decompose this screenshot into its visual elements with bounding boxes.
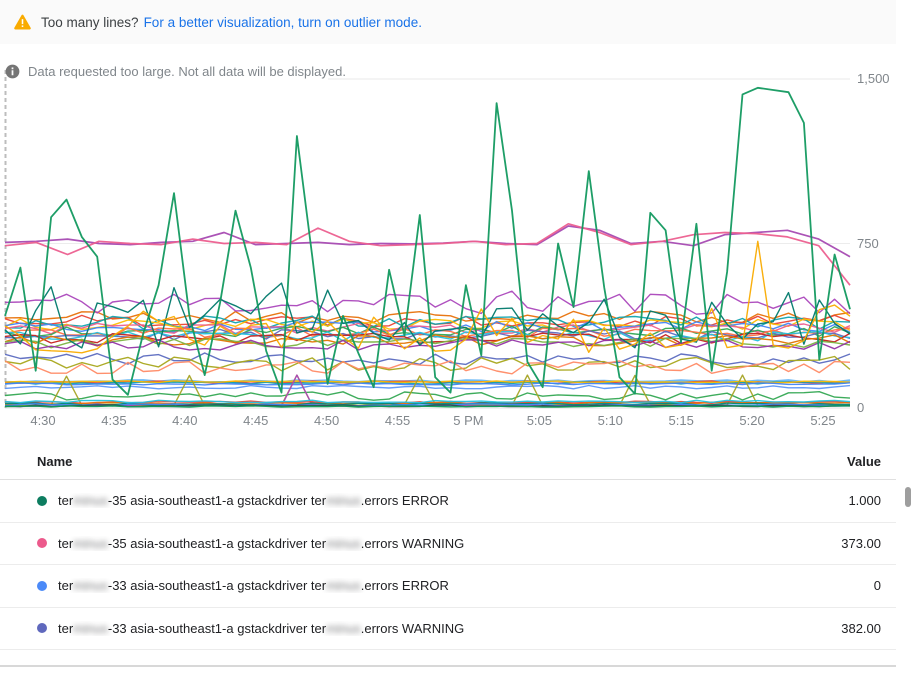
warning-icon [14,14,31,30]
legend-row[interactable]: terminus-35 asia-southeast1-a gstackdriv… [0,523,896,565]
chart-line [4,282,851,349]
chart-line [4,310,851,324]
scrollbar-thumb[interactable] [905,487,911,507]
redacted-text: minus [326,578,361,594]
chart-line [4,86,851,396]
chart-line [4,225,851,258]
series-color-dot [37,623,47,634]
name-column-header: Name [37,453,73,469]
redacted-text: minus [326,620,361,636]
chart-line [4,384,851,390]
series-value: 373.00 [841,535,881,551]
legend-row[interactable]: terminus-35 asia-southeast1-a gstackdriv… [0,480,896,523]
series-color-dot [37,495,47,506]
legend-table-header: Name Value [0,443,896,480]
x-axis-tick-label: 5:05 [526,413,553,428]
banner-text: Too many lines? [41,14,139,30]
notice-text: Data requested too large. Not all data w… [28,64,346,79]
x-axis-tick-label: 5:25 [810,413,836,428]
chart-line [4,222,851,286]
chart-line [4,320,851,333]
redacted-text: minus [73,620,108,636]
chart-line [4,380,851,384]
series-name: terminus-35 asia-southeast1-a gstackdriv… [58,535,465,551]
legend-row[interactable]: terminus-33 asia-southeast1-a gstackdriv… [0,565,896,608]
series-value: 1.000 [848,493,881,509]
x-axis-tick-label: 4:45 [243,413,269,428]
legend-table: Name Value terminus-35 asia-southeast1-a… [0,443,896,667]
y-axis-tick-label: 0 [857,400,865,415]
chart-line [4,355,851,372]
chart-line [4,352,851,366]
redacted-text: minus [326,493,361,509]
chart-line [4,399,851,404]
monitoring-chart-card: Too many lines? For a better visualizati… [0,0,896,667]
y-axis-tick-label: 1,500 [857,71,890,86]
y-axis-tick-label: 750 [857,235,879,251]
value-column-header: Value [847,453,881,469]
x-axis-tick-label: 4:55 [384,413,411,428]
series-name: terminus-33 asia-southeast1-a gstackdriv… [58,578,449,594]
legend-table-footer [0,650,896,667]
series-name: terminus-33 asia-southeast1-a gstackdriv… [58,620,465,636]
x-axis-tick-label: 5:10 [597,413,623,428]
data-truncation-notice: Data requested too large. Not all data w… [5,64,346,79]
series-value: 382.00 [841,620,881,636]
chart-line [4,360,851,375]
info-icon [5,64,20,79]
outlier-mode-link[interactable]: For a better visualization, turn on outl… [143,14,422,30]
chart-line [4,382,851,386]
x-axis-tick-label: 4:35 [101,413,127,428]
x-axis-tick-label: 5 PM [453,413,484,428]
chart-section: Data requested too large. Not all data w… [0,44,914,443]
x-axis-tick-label: 5:15 [668,413,694,428]
series-color-dot [37,580,47,591]
series-value: 0 [873,578,881,594]
redacted-text: minus [73,578,108,594]
legend-row[interactable]: terminus-33 asia-southeast1-a gstackdriv… [0,608,896,650]
x-axis-tick-label: 4:50 [313,413,340,428]
chart-plot-area[interactable] [0,44,914,443]
series-color-dot [37,538,47,549]
chart-line [4,391,851,401]
chart-line [4,240,851,354]
series-name: terminus-35 asia-southeast1-a gstackdriv… [58,493,449,509]
x-axis-tick-label: 4:30 [30,413,56,428]
x-axis-tick-label: 4:40 [172,413,198,428]
redacted-text: minus [73,535,108,551]
x-axis-tick-label: 5:20 [739,413,765,428]
redacted-text: minus [73,493,108,509]
warning-banner: Too many lines? For a better visualizati… [0,0,896,44]
chart-line [4,405,851,408]
redacted-text: minus [326,535,361,551]
